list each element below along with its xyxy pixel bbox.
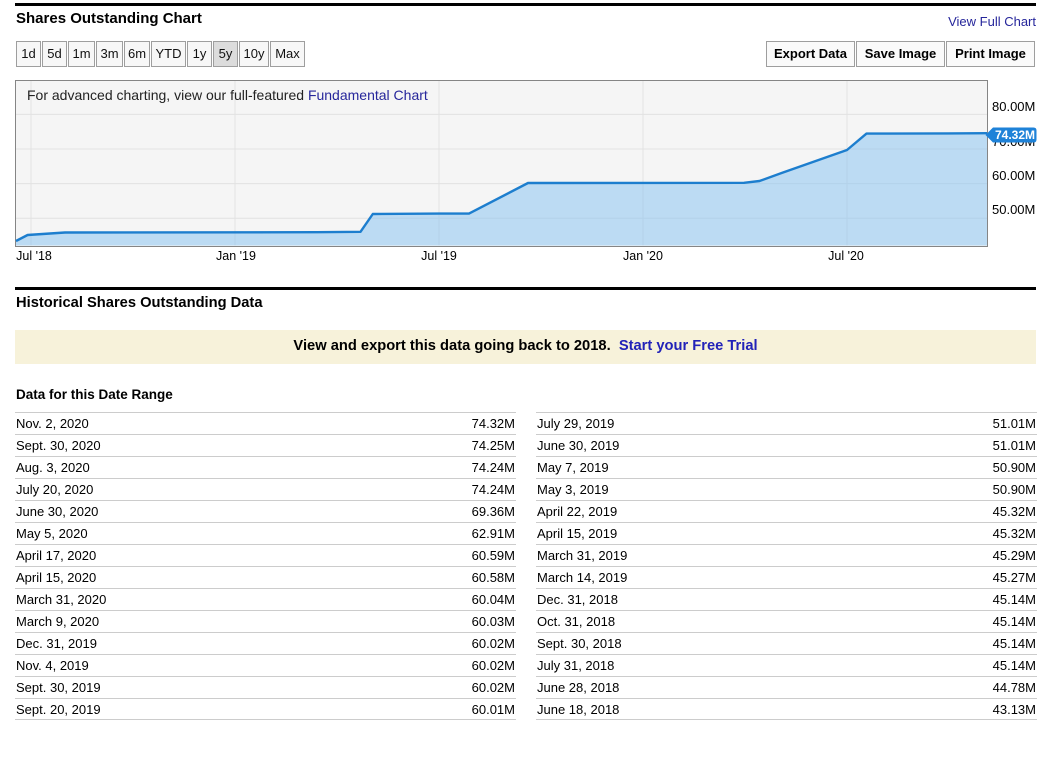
svg-text:74.32M: 74.32M [995, 128, 1035, 142]
